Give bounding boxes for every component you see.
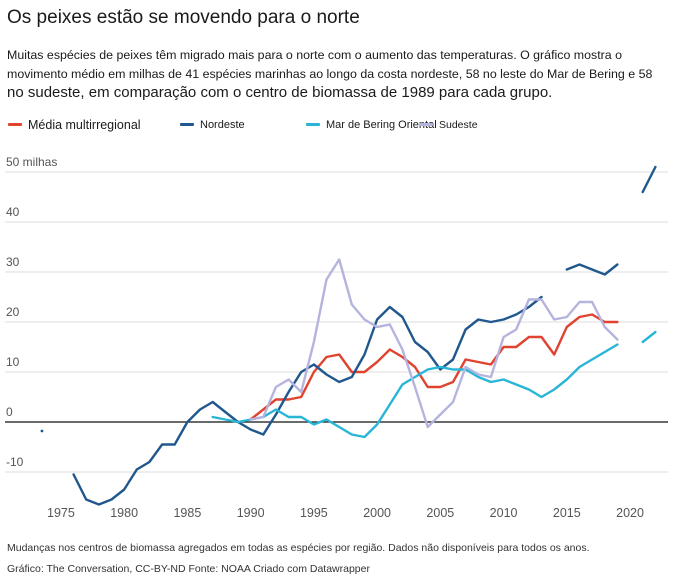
chart-subtitle-continuation: no sudeste, em comparação com o centro d…	[7, 84, 553, 101]
y-axis-ticks: -10 0 10 20 30 40 50 milhas	[6, 155, 57, 469]
y-tick-label: -10	[6, 455, 24, 469]
data-point	[40, 429, 44, 433]
chart-credit: Gráfico: The Conversation, CC-BY-ND Font…	[7, 563, 370, 575]
gridlines	[5, 171, 668, 473]
chart-legend: Média multirregional Nordeste Mar de Berin…	[8, 116, 668, 134]
x-tick-label: 1985	[173, 506, 201, 520]
y-tick-label: 0	[6, 405, 13, 419]
series-sudeste	[249, 258, 619, 429]
x-tick-label: 1990	[237, 506, 265, 520]
series-line-segment	[641, 330, 657, 344]
legend-swatch	[306, 123, 320, 126]
x-tick-label: 2010	[490, 506, 518, 520]
legend-label: Média multirregional	[28, 118, 141, 132]
series-line-segment	[249, 258, 619, 429]
chart-footnote: Mudanças nos centros de biomassa agregad…	[7, 542, 590, 554]
series-line-segment	[641, 165, 657, 194]
y-tick-label: 40	[6, 205, 20, 219]
legend-swatch	[419, 123, 433, 126]
series-line-segment	[72, 295, 543, 506]
y-tick-label: 50 milhas	[6, 155, 57, 169]
legend-label: Mar de Bering Oriental	[326, 119, 437, 131]
x-tick-label: 2015	[553, 506, 581, 520]
x-tick-label: 2000	[363, 506, 391, 520]
x-axis-ticks: 1975 1980 1985 1990 1995 2000 2005 2010 2015 2020	[47, 506, 644, 520]
series-line-segment	[565, 263, 619, 276]
legend-label: Sudeste	[439, 119, 478, 131]
chart-title: Os peixes estão se movendo para o norte	[7, 7, 360, 28]
legend-swatch	[8, 123, 22, 126]
x-tick-label: 1980	[110, 506, 138, 520]
series-m-dia-multirregional	[249, 313, 619, 421]
x-tick-label: 2020	[616, 506, 644, 520]
x-tick-label: 1975	[47, 506, 75, 520]
x-tick-label: 1995	[300, 506, 328, 520]
series-line-segment	[249, 313, 619, 421]
x-tick-label: 2005	[426, 506, 454, 520]
series-line-segment	[211, 343, 619, 439]
series-lines	[40, 165, 657, 506]
chart-subtitle: Muitas espécies de peixes têm migrado ma…	[7, 48, 653, 81]
y-tick-label: 30	[6, 255, 20, 269]
y-tick-label: 20	[6, 305, 20, 319]
legend-swatch	[180, 123, 194, 126]
y-tick-label: 10	[6, 355, 20, 369]
series-mar-de-bering-oriental	[211, 330, 657, 439]
legend-label: Nordeste	[200, 119, 245, 131]
